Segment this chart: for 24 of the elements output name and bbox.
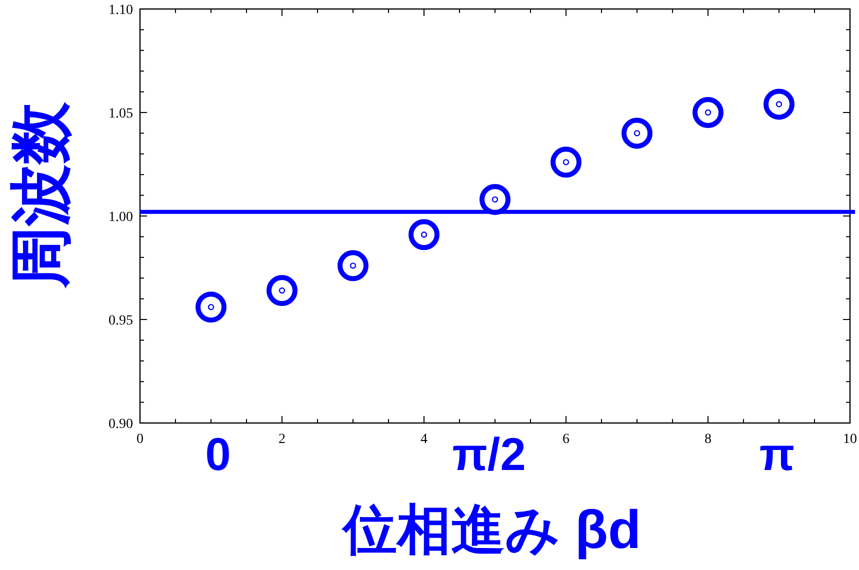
text: π/2	[452, 428, 526, 480]
x-tick-label: 6	[562, 432, 570, 447]
point	[266, 275, 298, 306]
point	[338, 250, 368, 282]
y-tick-label: 1.05	[108, 106, 133, 122]
x-tick-label: 0	[136, 432, 144, 447]
y-tick-label: 1.00	[108, 210, 133, 225]
x-axis-title: 位相進み βd	[341, 500, 641, 560]
point	[196, 292, 226, 323]
point	[622, 118, 652, 149]
point	[692, 97, 724, 128]
x-tick-label: 10	[843, 432, 857, 447]
y-tick-label: 1.10	[108, 3, 133, 18]
x-tick-label: 2	[278, 432, 286, 447]
point	[408, 219, 440, 250]
x-tick-label: 4	[420, 432, 428, 447]
y-tick-label: 0.90	[108, 417, 133, 432]
point	[480, 184, 510, 215]
y-tick-label: 0.95	[108, 314, 133, 328]
point	[550, 146, 582, 178]
y-axis-title: 周波数	[7, 101, 76, 289]
text: π	[759, 428, 795, 480]
point	[764, 88, 794, 120]
x-tick-label: 8	[704, 432, 712, 447]
